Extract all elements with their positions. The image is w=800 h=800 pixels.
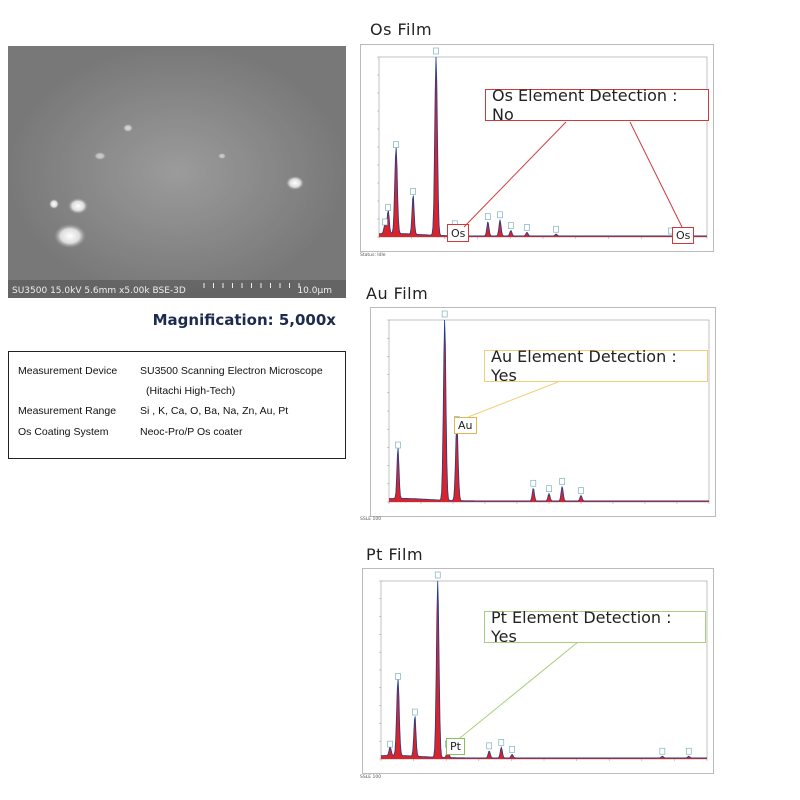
spec-table: Measurement Device SU3500 Scanning Elect… — [8, 351, 346, 459]
spec-value: (Hitachi High-Tech) — [146, 385, 236, 397]
os-leader-lines — [463, 121, 683, 228]
peak-marker — [382, 218, 388, 226]
peak-marker — [441, 310, 448, 318]
os-spectrum-panel — [360, 44, 714, 252]
peak-marker — [559, 478, 565, 485]
peak-marker — [412, 708, 418, 716]
peak-marker — [553, 225, 559, 233]
pt-marker-tag: Pt — [446, 738, 465, 755]
spec-value: SU3500 Scanning Electron Microscope — [140, 365, 323, 377]
os-film-title: Os Film — [370, 20, 433, 39]
spectrum-line — [379, 56, 707, 237]
spec-value: Neoc-Pro/P Os coater — [140, 426, 243, 438]
magnification-label: Magnification: 5,000x — [152, 311, 336, 329]
sem-micrograph: SU3500 15.0kV 5.6mm x5.00k BSE-3D 10.0µm — [8, 46, 346, 298]
pt-film-title: Pt Film — [366, 545, 424, 564]
sem-image — [8, 46, 346, 298]
os-marker-tag: Os — [447, 224, 470, 242]
spectrum-line — [381, 580, 707, 759]
peak-marker — [395, 673, 401, 680]
peak-marker — [486, 742, 493, 750]
peak-marker — [685, 747, 692, 755]
peak-marker — [508, 222, 514, 229]
au-detection-callout: Au Element Detection : Yes — [484, 347, 708, 385]
au-film-title: Au Film — [366, 284, 429, 303]
peak-marker — [524, 224, 530, 231]
peak-marker — [387, 740, 393, 748]
spec-value: Si , K, Ca, O, Ba, Na, Zn, Au, Pt — [140, 405, 289, 417]
au-status-line: SSLE 100 — [360, 517, 382, 522]
au-leader-line — [467, 381, 559, 418]
pt-status-line: SSLE 100 — [360, 775, 382, 780]
spec-label: Measurement Device — [18, 365, 118, 377]
peak-marker — [393, 141, 399, 148]
au-spectrum-chart — [387, 310, 710, 504]
peak-marker — [530, 479, 537, 487]
spec-label: Os Coating System — [18, 426, 109, 438]
pt-detection-callout: Pt Element Detection : Yes — [484, 608, 706, 646]
peak-marker — [433, 47, 439, 55]
sem-info-bar: SU3500 15.0kV 5.6mm x5.00k BSE-3D 10.0µm — [8, 280, 346, 298]
au-spectrum-panel — [370, 307, 716, 517]
os-marker-tag-high: Os — [672, 227, 695, 244]
peak-marker — [434, 571, 441, 579]
os-status-line: Status: Idle — [360, 253, 386, 258]
peak-marker — [498, 739, 505, 746]
peak-marker — [546, 485, 552, 493]
spectrum-line — [388, 319, 709, 502]
peak-marker — [578, 487, 584, 494]
au-marker-tag: Au — [454, 417, 477, 434]
sem-scale-label: 10.0µm — [297, 286, 332, 296]
peak-marker — [659, 747, 666, 755]
peak-marker — [385, 204, 391, 211]
peak-marker — [509, 746, 515, 753]
spec-label: Measurement Range — [18, 405, 117, 417]
pt-leader-line — [459, 641, 579, 739]
peak-marker — [497, 211, 503, 219]
sem-caption-settings: SU3500 15.0kV 5.6mm x5.00k BSE-3D — [12, 286, 186, 296]
os-detection-callout: Os Element Detection : No — [485, 86, 709, 124]
pt-spectrum-panel — [362, 568, 714, 774]
peak-marker — [485, 213, 491, 220]
os-spectrum-chart — [377, 47, 708, 239]
pt-spectrum-chart — [379, 571, 708, 761]
peak-marker — [395, 441, 401, 449]
sem-scale-ticks — [203, 283, 300, 288]
peak-marker — [410, 188, 416, 195]
